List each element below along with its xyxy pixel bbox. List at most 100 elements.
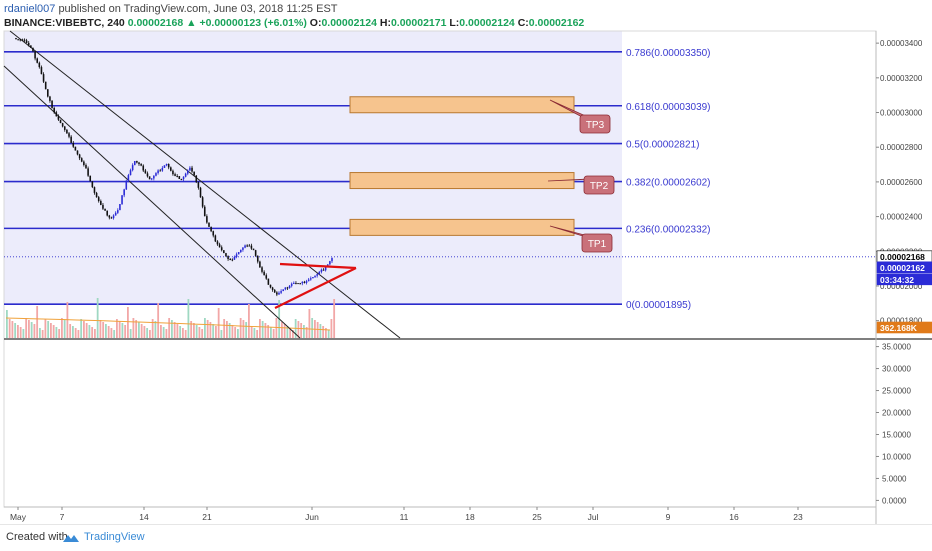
created-with-text: Created with: [6, 531, 68, 543]
candle-body: [127, 175, 130, 181]
close-label: C:: [517, 17, 529, 29]
volume-bar: [88, 325, 91, 338]
target-callout: [583, 175, 615, 195]
volume-bar: [297, 321, 300, 338]
candle-body: [155, 173, 157, 176]
time-tick-label: 21: [202, 512, 212, 522]
candle-body: [235, 254, 238, 258]
candle-body: [242, 247, 244, 250]
symbol-legend: BINANCE:VIBEBTC, 240 0.00002168 ▲ +0.000…: [4, 17, 584, 29]
fib-level-label: 0.618(0.00003039): [626, 102, 711, 113]
high-value: 0.00002171: [390, 17, 447, 29]
candle-body: [263, 271, 265, 276]
time-tick-label: 25: [532, 512, 542, 522]
candle-body: [223, 250, 225, 254]
candle-body: [123, 189, 125, 196]
candle-body: [329, 261, 331, 265]
volume-bar: [58, 329, 61, 338]
high-label: H:: [379, 17, 391, 29]
volume-bar: [179, 326, 182, 338]
target-label: TP2: [590, 181, 609, 192]
candle-body: [57, 116, 60, 120]
symbol-name[interactable]: BINANCE:VIBEBTC, 240: [4, 17, 125, 29]
candle-body: [212, 231, 215, 236]
candle-body: [244, 245, 246, 248]
candle-body: [70, 136, 72, 143]
volume-bar: [28, 320, 30, 338]
time-tick-label: Jul: [588, 512, 599, 522]
candle-body: [286, 287, 289, 289]
candle-body: [102, 204, 104, 209]
candle-body: [148, 176, 151, 180]
volume-bar: [253, 328, 256, 338]
candle-body: [89, 175, 92, 182]
candle-body: [231, 259, 234, 261]
candle-body: [307, 279, 310, 282]
volume-bar: [113, 330, 116, 338]
price-tick-label: 0.00002400: [880, 213, 923, 222]
volume-bar: [99, 320, 102, 338]
indicator-tick-label: 30.0000: [882, 365, 911, 374]
bar-timer-tag: 03:34:32: [880, 275, 914, 285]
candle-body: [153, 175, 155, 179]
volume-bar: [303, 325, 305, 338]
volume-bar: [6, 310, 8, 338]
target-zone: [349, 172, 575, 190]
volume-bar: [168, 318, 171, 338]
fib-level-label: 0.382(0.00002602): [626, 178, 711, 189]
candle-body: [280, 291, 282, 293]
candle-body: [316, 274, 318, 276]
candle-body: [278, 292, 280, 295]
candle-body: [293, 282, 295, 284]
volume-bar: [146, 328, 149, 338]
volume-bar: [116, 319, 118, 338]
candle-body: [295, 282, 297, 284]
close-price-tag: 0.00002162: [880, 263, 925, 273]
candle-body: [203, 206, 206, 217]
volume-bar: [160, 325, 162, 338]
volume-bar: [162, 327, 165, 338]
candle-body: [93, 187, 96, 193]
candle-body: [49, 96, 51, 101]
candle-body: [297, 283, 299, 285]
price-chart[interactable]: 0.786(0.00003350) 0.618(0.00003039) 0.5(0.…: [0, 0, 932, 524]
tradingview-brand[interactable]: TradingView: [84, 531, 145, 543]
target-label: TP3: [586, 120, 605, 131]
candle-body: [27, 42, 30, 46]
volume-bar: [140, 324, 143, 338]
indicator-tick-label: 25.0000: [882, 387, 911, 396]
volume-tag-bg: [876, 321, 932, 334]
candle-body: [53, 108, 55, 113]
target-zone: [349, 218, 575, 236]
candle-body: [195, 175, 198, 183]
candle-body: [216, 241, 219, 245]
volume-bar: [272, 329, 275, 338]
volume-bar: [305, 327, 308, 338]
candle-body: [271, 287, 274, 290]
publish-info: rdaniel007 published on TradingView.com,…: [4, 3, 338, 15]
tradingview-logo-icon: [63, 535, 79, 542]
volume-bar: [173, 322, 176, 338]
candle-body: [193, 171, 195, 176]
candle-body: [161, 167, 164, 171]
volume-bar: [322, 326, 325, 338]
volume-bar: [325, 328, 327, 338]
volume-bar: [198, 327, 201, 338]
volume-bar: [83, 321, 85, 338]
candle-body: [273, 289, 276, 293]
volume-bar: [105, 324, 107, 338]
target-zone: [349, 96, 575, 114]
bar-timer-tag-bg: [876, 273, 932, 286]
author-link[interactable]: rdaniel007: [4, 3, 56, 15]
candle-body: [32, 47, 34, 52]
volume-bar: [242, 320, 245, 338]
volume-bar: [311, 318, 314, 338]
candle-body: [299, 283, 301, 285]
candle-body: [150, 178, 153, 180]
volume-bar: [245, 322, 248, 338]
volume-bar: [308, 309, 311, 338]
volume-bar: [292, 330, 294, 338]
volume-bar: [248, 304, 250, 338]
candle-body: [157, 170, 159, 174]
volume-bar: [195, 325, 198, 338]
